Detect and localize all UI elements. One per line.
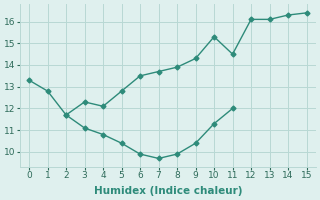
X-axis label: Humidex (Indice chaleur): Humidex (Indice chaleur)	[93, 186, 242, 196]
